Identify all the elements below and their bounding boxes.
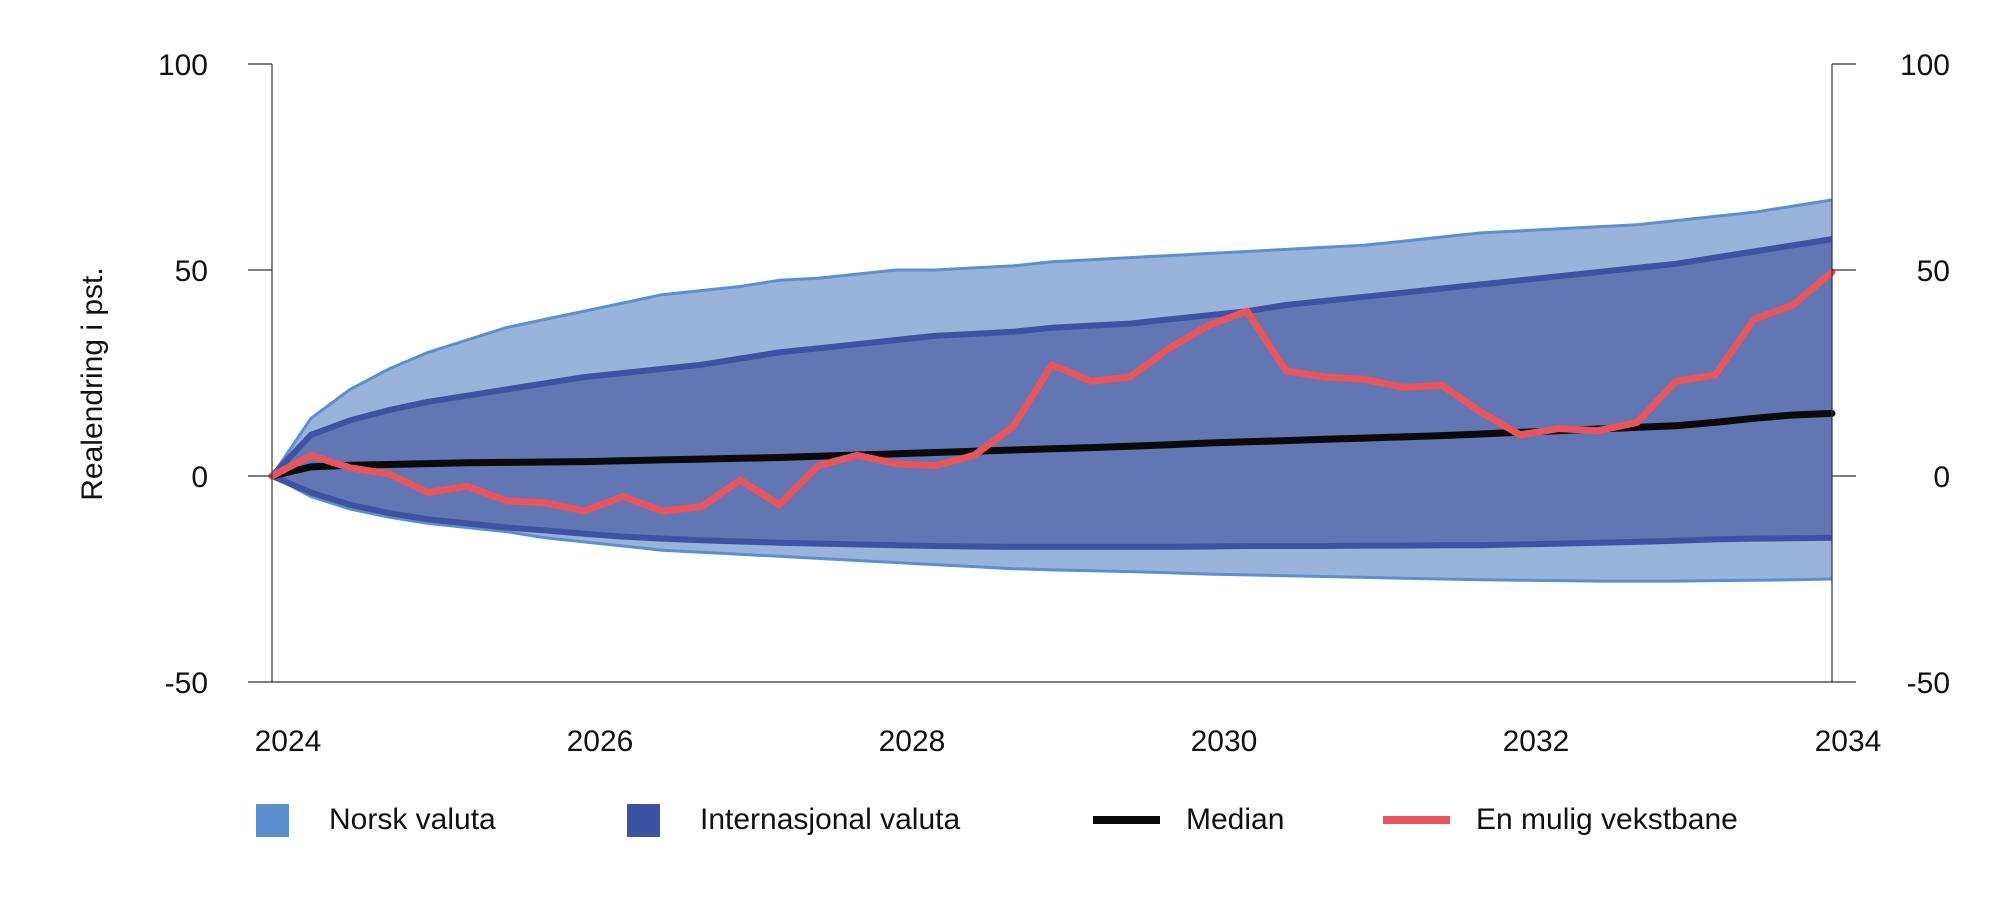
band-upper-edge-internasjonal-valuta bbox=[269, 236, 1833, 479]
legend-item-median: Median bbox=[1093, 790, 1284, 850]
legend-label-en-mulig-vekstbane: En mulig vekstbane bbox=[1476, 803, 1738, 836]
lines-layer bbox=[268, 268, 1836, 515]
y-tick-label-right: 50 bbox=[1917, 255, 1950, 288]
y-tick-label-right: 100 bbox=[1900, 49, 1950, 82]
x-tick-label: 2030 bbox=[1191, 725, 1258, 758]
ticks-layer: 100 100 50 50 0 0 -50 -50 2024 2026 2028 2030 2032 20… bbox=[158, 49, 1950, 758]
band-lower-edge-internasjonal-valuta bbox=[270, 473, 1833, 550]
y-tick-label-left: 100 bbox=[158, 49, 208, 82]
plot-frame bbox=[271, 64, 1833, 683]
legend-swatch-internasjonal-valuta bbox=[627, 803, 660, 837]
legend-label-median: Median bbox=[1186, 803, 1285, 836]
x-tick-label: 2032 bbox=[1503, 725, 1570, 758]
y-axis-title: Realendring i pst. bbox=[76, 267, 109, 500]
legend-item-en-mulig-vekstbane: En mulig vekstbane bbox=[1383, 790, 1738, 850]
y-tick-label-left: 50 bbox=[175, 255, 208, 288]
legend-swatch-norsk-valuta bbox=[256, 803, 289, 837]
y-tick-label-right: -50 bbox=[1907, 667, 1950, 700]
legend-swatch-en-mulig-vekstbane bbox=[1383, 816, 1450, 824]
chart: 100 100 50 50 0 0 -50 -50 2024 2026 2028 2030 2032 20… bbox=[76, 49, 1950, 758]
y-tick-label-right: 0 bbox=[1933, 461, 1950, 494]
legend-label-internasjonal-valuta: Internasjonal valuta bbox=[700, 803, 961, 836]
x-tick-label: 2026 bbox=[567, 725, 634, 758]
legend: Norsk valuta Internasjonal valuta Median… bbox=[0, 790, 2000, 850]
x-tick-label: 2028 bbox=[879, 725, 946, 758]
y-tick-label-left: -50 bbox=[165, 667, 208, 700]
legend-label-norsk-valuta: Norsk valuta bbox=[329, 803, 496, 836]
legend-swatch-median bbox=[1093, 816, 1160, 824]
x-tick-label: 2034 bbox=[1815, 725, 1882, 758]
y-tick-label-left: 0 bbox=[191, 461, 208, 494]
legend-item-norsk-valuta: Norsk valuta bbox=[256, 790, 496, 850]
band-lower-edge-norsk-valuta bbox=[271, 474, 1833, 583]
band-internasjonal-valuta bbox=[272, 239, 1832, 547]
legend-item-internasjonal-valuta: Internasjonal valuta bbox=[627, 790, 960, 850]
series-line-en-mulig-vekstbane bbox=[268, 268, 1836, 515]
x-tick-label: 2024 bbox=[255, 725, 322, 758]
band-upper-edge-norsk-valuta bbox=[270, 198, 1833, 477]
bands-layer bbox=[269, 198, 1833, 583]
